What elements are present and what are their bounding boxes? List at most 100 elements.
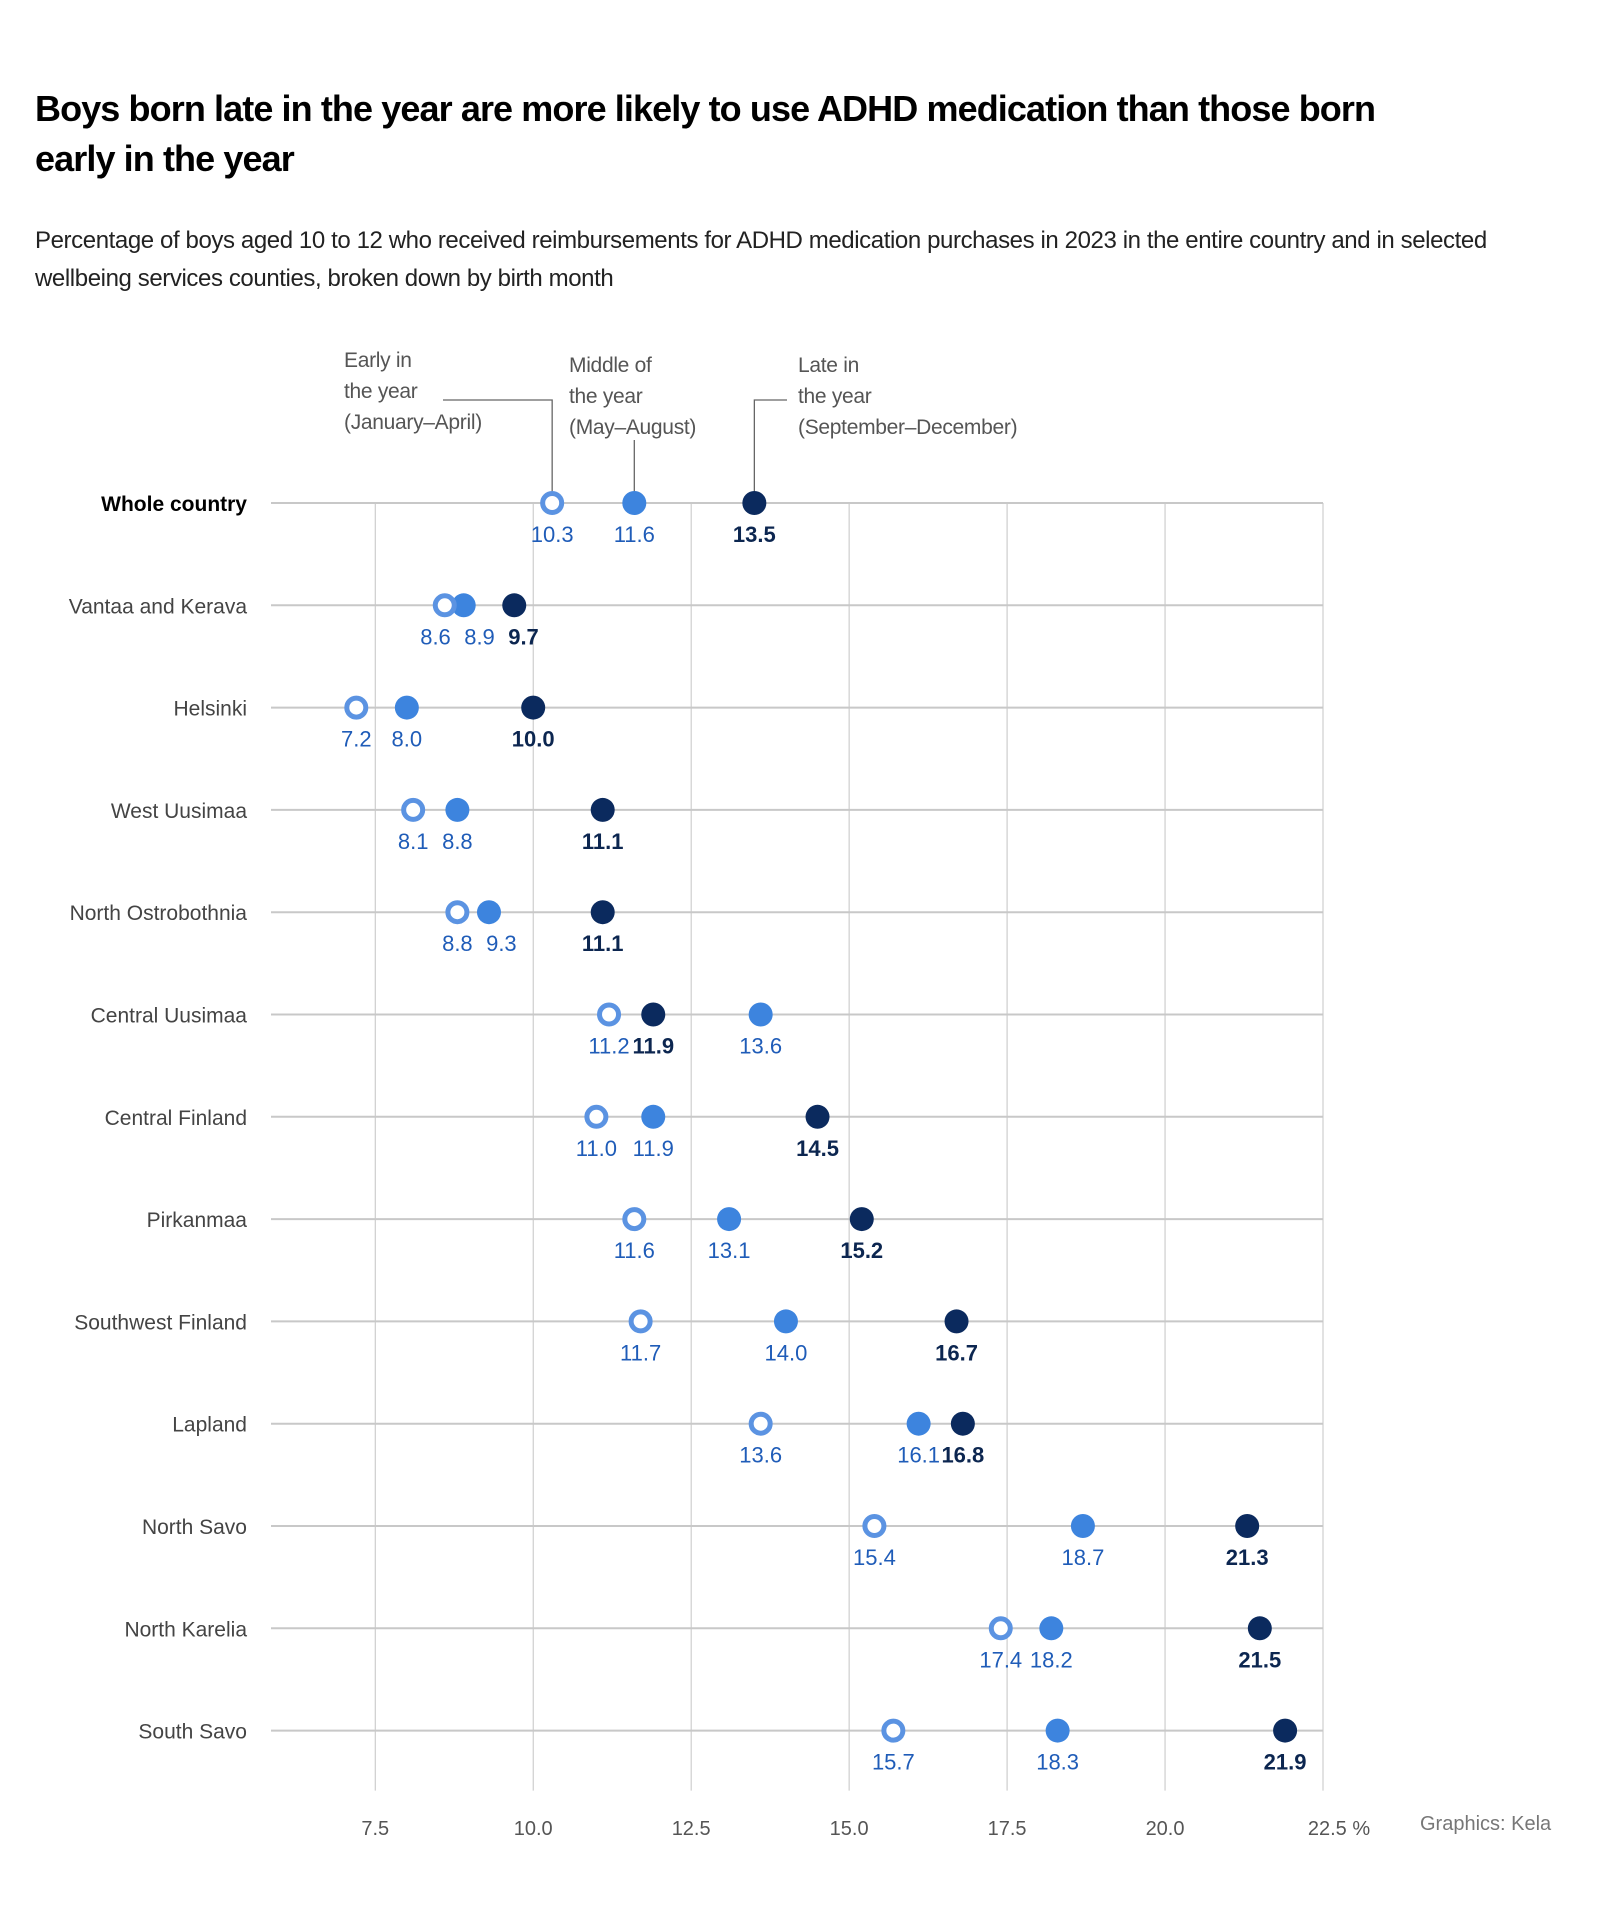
value-label-late: 9.7 [508, 624, 539, 649]
chart-subtitle: Percentage of boys aged 10 to 12 who rec… [35, 227, 1487, 292]
dot-middle [451, 593, 476, 618]
row-label: North Ostrobothnia [70, 902, 248, 925]
value-label-early: 15.4 [853, 1545, 896, 1570]
dot-early [862, 1514, 887, 1538]
x-tick-label: 15.0 [830, 1818, 869, 1840]
legend-connector-early [443, 399, 553, 493]
value-label-late: 21.9 [1264, 1750, 1307, 1775]
value-label-early: 11.0 [576, 1136, 617, 1161]
value-label-late: 16.8 [941, 1443, 984, 1468]
dot-middle [717, 1207, 742, 1232]
value-label-middle: 13.6 [739, 1034, 782, 1059]
value-label-middle: 14.0 [765, 1340, 808, 1365]
dot-late [805, 1104, 830, 1129]
dot-early [344, 695, 369, 720]
dot-early [881, 1718, 906, 1743]
row-label: Whole country [101, 493, 247, 516]
value-label-middle: 18.2 [1030, 1647, 1073, 1672]
row-label: Southwest Finland [74, 1311, 247, 1334]
dot-late [944, 1309, 969, 1334]
row-label: North Savo [142, 1516, 247, 1539]
value-label-early: 8.1 [398, 829, 429, 854]
value-label-early: 8.6 [420, 624, 451, 649]
row-label: Vantaa and Kerava [69, 595, 248, 618]
value-label-middle: 8.0 [392, 727, 423, 752]
value-label-early: 13.6 [739, 1443, 782, 1468]
dot-middle [622, 491, 647, 515]
x-tick-label: 10.0 [514, 1818, 553, 1840]
chart-title: Boys born late in the year are more like… [35, 88, 1376, 179]
dot-late [849, 1207, 874, 1232]
x-tick-label: 17.5 [988, 1818, 1027, 1840]
dot-early [540, 491, 565, 515]
row-label: West Uusimaa [111, 800, 247, 823]
value-label-early: 17.4 [979, 1647, 1022, 1672]
dot-early [445, 900, 470, 925]
dot-early [597, 1002, 622, 1027]
x-tick-label: 7.5 [361, 1818, 389, 1840]
value-label-middle: 11.6 [614, 522, 655, 547]
dot-middle [641, 1104, 666, 1129]
dot-early [432, 593, 457, 618]
dot-early [748, 1411, 773, 1436]
value-label-late: 21.5 [1238, 1647, 1281, 1672]
value-label-middle: 8.8 [442, 829, 473, 854]
value-label-late: 11.9 [632, 1034, 674, 1059]
value-label-early: 8.8 [442, 931, 473, 956]
dot-late [521, 695, 546, 720]
x-tick-label: 22.5 % [1308, 1818, 1370, 1840]
dot-middle [906, 1411, 931, 1436]
row-label: North Karelia [124, 1618, 247, 1641]
row-label: Central Uusimaa [91, 1005, 248, 1028]
value-label-early: 10.3 [531, 522, 574, 547]
dot-early [622, 1207, 647, 1232]
dot-middle [445, 797, 470, 822]
value-label-late: 15.2 [840, 1238, 883, 1263]
value-label-middle: 8.9 [464, 624, 495, 649]
value-label-middle: 11.9 [633, 1136, 674, 1161]
value-label-late: 21.3 [1226, 1545, 1269, 1570]
value-label-late: 11.1 [582, 931, 624, 956]
row-label: Lapland [172, 1414, 247, 1437]
graphics-credit: Graphics: Kela [1420, 1813, 1552, 1835]
value-label-late: 11.1 [582, 829, 624, 854]
value-label-middle: 9.3 [486, 931, 517, 956]
row-label: Helsinki [173, 698, 247, 721]
dot-early [628, 1309, 653, 1334]
value-label-early: 7.2 [341, 727, 372, 752]
x-tick-label: 20.0 [1146, 1818, 1185, 1840]
dot-late [502, 593, 527, 618]
value-label-middle: 16.1 [897, 1443, 940, 1468]
dot-early [988, 1616, 1013, 1641]
value-label-early: 11.2 [588, 1034, 629, 1059]
legend-late: Late in the year (September–December) [798, 354, 1018, 439]
dot-middle [748, 1002, 773, 1027]
dot-middle [394, 695, 419, 720]
dot-late [641, 1002, 666, 1027]
value-label-early: 11.6 [614, 1238, 655, 1263]
x-tick-label: 12.5 [672, 1818, 711, 1840]
value-label-middle: 18.7 [1061, 1545, 1104, 1570]
dot-middle [1045, 1718, 1070, 1743]
legend-middle: Middle of the year (May–August) [569, 354, 697, 439]
dot-late [1235, 1514, 1260, 1538]
value-label-late: 14.5 [796, 1136, 839, 1161]
dot-middle [773, 1309, 798, 1334]
dot-late [1273, 1718, 1298, 1743]
legend-early: Early in the year (January–April) [344, 349, 482, 434]
row-label: South Savo [138, 1721, 247, 1744]
dot-late [1247, 1616, 1272, 1641]
dot-late [590, 797, 615, 822]
dot-late [742, 491, 767, 515]
value-label-early: 15.7 [872, 1750, 915, 1775]
value-label-middle: 13.1 [708, 1238, 751, 1263]
legend-connector-late [753, 399, 787, 493]
value-label-late: 10.0 [512, 727, 555, 752]
dot-middle [1039, 1616, 1064, 1641]
dot-early [584, 1104, 609, 1129]
dot-late [950, 1411, 975, 1436]
dot-early [401, 797, 426, 822]
dot-middle [1070, 1514, 1095, 1538]
row-label: Central Finland [105, 1107, 247, 1130]
